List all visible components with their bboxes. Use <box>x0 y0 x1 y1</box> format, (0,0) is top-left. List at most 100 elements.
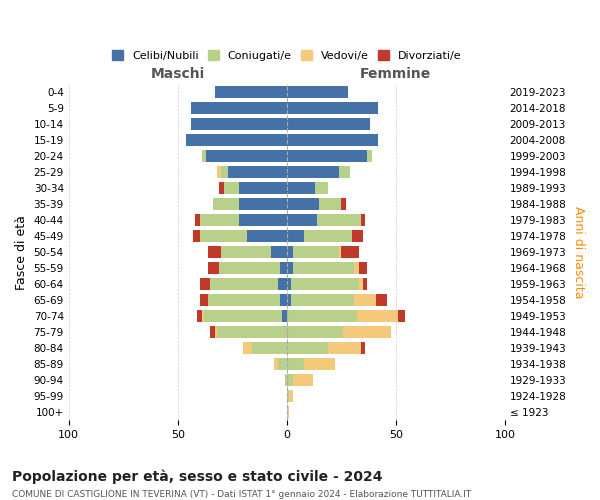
Bar <box>252 342 287 354</box>
Bar <box>287 182 315 194</box>
Text: COMUNE DI CASTIGLIONE IN TEVERINA (VT) - Dati ISTAT 1° gennaio 2024 - Elaborazio: COMUNE DI CASTIGLIONE IN TEVERINA (VT) -… <box>12 490 471 499</box>
Bar <box>376 294 387 306</box>
Bar <box>341 198 346 210</box>
Bar <box>200 214 239 226</box>
Bar <box>211 326 215 338</box>
Bar <box>217 326 287 338</box>
Legend: Celibi/Nubili, Coniugati/e, Vedovi/e, Divorziati/e: Celibi/Nubili, Coniugati/e, Vedovi/e, Di… <box>109 46 464 64</box>
Bar <box>287 246 293 258</box>
Bar <box>287 294 291 306</box>
Bar <box>289 390 293 402</box>
Bar <box>195 214 200 226</box>
Bar <box>228 166 287 178</box>
Bar <box>341 246 359 258</box>
Bar <box>239 182 287 194</box>
Bar <box>274 358 278 370</box>
Bar <box>187 134 287 146</box>
Bar <box>361 342 365 354</box>
Text: Femmine: Femmine <box>360 67 431 81</box>
Bar <box>239 214 287 226</box>
Bar <box>359 262 367 274</box>
Bar <box>293 374 313 386</box>
Bar <box>206 150 287 162</box>
Bar <box>287 230 304 242</box>
Bar <box>339 166 350 178</box>
Bar <box>239 198 287 210</box>
Bar <box>212 198 239 210</box>
Bar <box>304 230 352 242</box>
Bar <box>221 246 271 258</box>
Bar <box>287 102 379 115</box>
Text: Popolazione per età, sesso e stato civile - 2024: Popolazione per età, sesso e stato civil… <box>12 470 383 484</box>
Bar <box>208 262 219 274</box>
Bar <box>191 102 287 115</box>
Bar <box>215 326 217 338</box>
Bar <box>208 246 221 258</box>
Bar <box>202 150 206 162</box>
Bar <box>191 118 287 130</box>
Bar <box>287 390 289 402</box>
Bar <box>355 262 359 274</box>
Bar <box>287 198 319 210</box>
Bar <box>339 246 341 258</box>
Bar <box>291 278 359 290</box>
Bar <box>355 294 376 306</box>
Bar <box>359 278 363 290</box>
Bar <box>367 150 372 162</box>
Bar <box>219 182 224 194</box>
Bar <box>283 310 287 322</box>
Bar <box>221 166 228 178</box>
Y-axis label: Fasce di età: Fasce di età <box>15 215 28 290</box>
Bar <box>204 310 283 322</box>
Bar <box>278 358 287 370</box>
Bar <box>211 278 278 290</box>
Bar <box>315 182 328 194</box>
Bar <box>343 326 391 338</box>
Bar <box>200 230 247 242</box>
Bar <box>328 342 361 354</box>
Bar <box>287 278 291 290</box>
Bar <box>363 278 367 290</box>
Bar <box>287 214 317 226</box>
Bar <box>193 230 200 242</box>
Bar <box>293 262 355 274</box>
Bar <box>224 182 239 194</box>
Bar <box>287 134 379 146</box>
Bar <box>208 294 280 306</box>
Bar <box>243 342 252 354</box>
Bar <box>271 246 287 258</box>
Bar <box>200 278 211 290</box>
Bar <box>280 294 287 306</box>
Bar <box>215 86 287 99</box>
Bar <box>217 166 221 178</box>
Bar <box>202 310 204 322</box>
Bar <box>356 310 398 322</box>
Bar <box>200 294 208 306</box>
Bar <box>304 358 335 370</box>
Bar <box>352 230 363 242</box>
Bar <box>287 262 293 274</box>
Bar <box>280 262 287 274</box>
Bar <box>287 150 367 162</box>
Bar <box>219 262 280 274</box>
Bar <box>287 166 339 178</box>
Y-axis label: Anni di nascita: Anni di nascita <box>572 206 585 298</box>
Bar <box>287 118 370 130</box>
Bar <box>287 374 293 386</box>
Bar <box>291 294 355 306</box>
Bar <box>361 214 365 226</box>
Bar <box>247 230 287 242</box>
Bar <box>287 406 289 418</box>
Bar <box>398 310 404 322</box>
Bar <box>319 198 341 210</box>
Bar <box>284 374 287 386</box>
Bar <box>287 326 343 338</box>
Text: Maschi: Maschi <box>151 67 205 81</box>
Bar <box>293 246 339 258</box>
Bar <box>278 278 287 290</box>
Bar <box>287 358 304 370</box>
Bar <box>287 310 356 322</box>
Bar <box>287 86 348 99</box>
Bar <box>197 310 202 322</box>
Bar <box>317 214 361 226</box>
